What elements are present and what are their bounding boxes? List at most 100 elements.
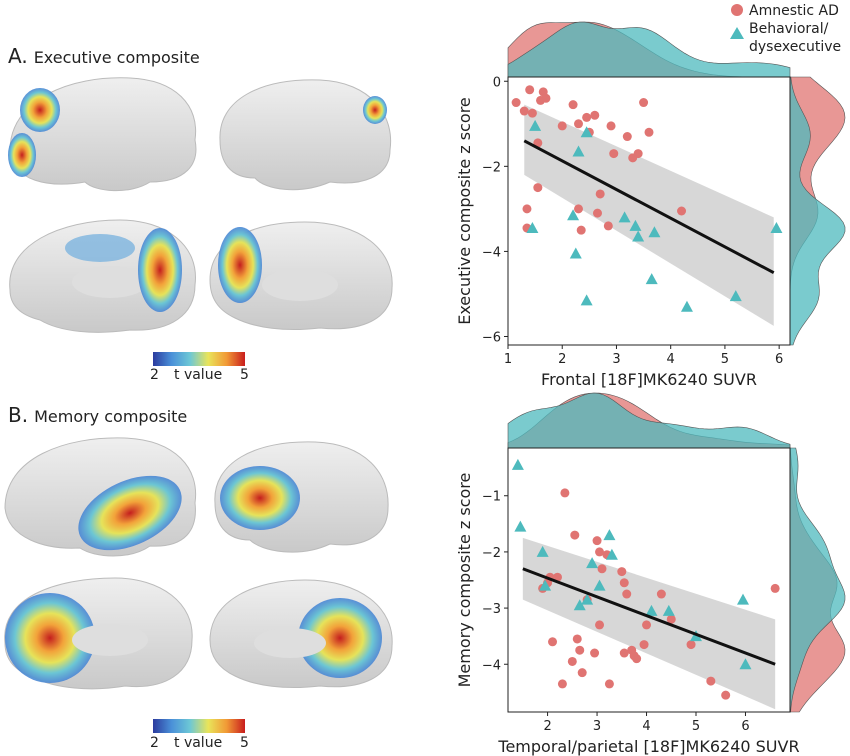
- exec-confidence-band: [524, 104, 774, 326]
- exec-point-amnestic-24: [574, 204, 583, 214]
- mem-top-density-1: [507, 392, 791, 449]
- mem-point-amnestic-22: [619, 648, 629, 658]
- mem-point-behavioral-13: [737, 593, 749, 605]
- mem-y-tick-label-2: −3: [482, 602, 501, 617]
- mem-regression-line: [522, 567, 776, 666]
- exec-point-amnestic-9: [568, 100, 578, 110]
- mem-point-behavioral-0: [511, 458, 524, 470]
- exec-point-amnestic-11: [582, 112, 592, 122]
- exec-point-amnestic-18: [633, 149, 643, 159]
- exec-point-amnestic-20: [644, 127, 654, 137]
- exec-point-behavioral-8: [632, 230, 645, 242]
- legend-triangle-marker: [730, 27, 744, 39]
- mem-point-behavioral-8: [603, 529, 616, 541]
- mem-point-amnestic-7: [572, 634, 582, 644]
- exec-regression-line: [523, 139, 775, 275]
- panel-b-label: B. Memory composite: [8, 403, 187, 427]
- panel-a-label: A. Executive composite: [8, 44, 200, 68]
- exec-point-amnestic-27: [595, 189, 605, 199]
- mem-point-amnestic-31: [706, 676, 716, 686]
- legend-item-behavioral-line2: dysexecutive: [749, 39, 841, 55]
- exec-y-tick-label-0: 0: [493, 75, 501, 90]
- mem-x-tick-label-1: 3: [593, 719, 601, 734]
- legend: Amnestic AD Behavioral/ dysexecutive: [730, 3, 841, 55]
- mem-point-behavioral-11: [662, 604, 675, 616]
- mem-point-amnestic-19: [617, 567, 627, 577]
- brain-lateral-right: [219, 79, 392, 191]
- exec-point-behavioral-4: [567, 209, 580, 221]
- exec-point-amnestic-8: [557, 121, 567, 131]
- mem-point-amnestic-9: [567, 656, 577, 666]
- exec-point-amnestic-15: [609, 149, 619, 159]
- panel-a-title: Executive composite: [33, 48, 200, 67]
- legend-circle-marker: [731, 4, 743, 16]
- exec-point-behavioral-6: [618, 211, 631, 223]
- panel-b-title: Memory composite: [34, 407, 188, 426]
- colorbar-b-label: t value: [174, 735, 223, 751]
- mem-point-behavioral-2: [536, 545, 549, 557]
- mem-point-amnestic-29: [666, 614, 676, 624]
- exec-point-amnestic-3: [527, 108, 537, 118]
- mem-y-tick-label-3: −4: [482, 658, 501, 673]
- mem-point-behavioral-1: [514, 520, 527, 532]
- mem-point-behavioral-14: [739, 658, 752, 670]
- brain-maps-executive: [8, 77, 393, 333]
- mem-point-amnestic-20: [619, 578, 629, 588]
- exec-point-behavioral-12: [680, 300, 693, 312]
- mem-point-amnestic-14: [595, 547, 605, 557]
- colorbar-b-min: 2: [150, 735, 159, 751]
- exec-point-amnestic-7: [541, 93, 551, 103]
- exec-x-tick-label-1: 2: [558, 352, 566, 367]
- mem-point-amnestic-8: [575, 645, 585, 655]
- exec-point-behavioral-1: [526, 222, 539, 234]
- mem-point-behavioral-9: [605, 548, 618, 560]
- exec-x-tick-label-3: 4: [667, 352, 675, 367]
- mem-point-amnestic-26: [639, 640, 649, 650]
- exec-point-behavioral-9: [648, 226, 661, 238]
- panel-b-letter: B.: [8, 403, 29, 427]
- panel-a-letter: A.: [8, 44, 28, 68]
- mem-x-tick-label-2: 4: [642, 719, 650, 734]
- mem-point-amnestic-18: [604, 679, 614, 689]
- exec-point-amnestic-19: [639, 98, 649, 108]
- exec-point-behavioral-3: [580, 126, 593, 138]
- mem-point-amnestic-12: [590, 648, 600, 658]
- exec-point-behavioral-13: [729, 290, 742, 302]
- exec-point-amnestic-21: [533, 183, 543, 193]
- exec-point-amnestic-28: [603, 221, 613, 231]
- mem-point-amnestic-30: [686, 640, 696, 650]
- mem-point-amnestic-28: [656, 589, 666, 599]
- mem-point-amnestic-21: [622, 589, 632, 599]
- exec-x-tick-label-4: 5: [721, 352, 729, 367]
- exec-right-density-1: [789, 76, 846, 346]
- mem-y-axis-label: Memory composite z score: [455, 473, 474, 688]
- exec-point-amnestic-0: [511, 98, 521, 108]
- colorbar-a-max: 5: [240, 367, 249, 383]
- exec-y-tick-label-1: −2: [482, 160, 501, 175]
- colorbar-b-max: 5: [240, 735, 249, 751]
- exec-point-amnestic-2: [525, 85, 535, 95]
- mem-point-behavioral-5: [581, 593, 594, 605]
- legend-item-behavioral-line1: Behavioral/: [749, 21, 829, 37]
- mem-point-amnestic-5: [560, 488, 570, 498]
- mem-point-amnestic-16: [597, 564, 607, 574]
- exec-point-behavioral-7: [629, 219, 642, 231]
- mem-x-tick-label-4: 6: [741, 719, 749, 734]
- exec-point-amnestic-14: [606, 121, 616, 131]
- exec-point-amnestic-10: [574, 119, 583, 129]
- mem-point-amnestic-34: [557, 679, 567, 689]
- exec-x-tick-label-0: 1: [504, 352, 512, 367]
- exec-y-tick-label-3: −6: [482, 330, 501, 345]
- mem-point-amnestic-33: [770, 583, 780, 593]
- mem-point-amnestic-2: [548, 637, 558, 647]
- brain-maps-memory: [4, 437, 393, 690]
- exec-point-amnestic-29: [677, 206, 687, 216]
- mem-point-behavioral-10: [645, 604, 658, 616]
- exec-point-behavioral-5: [569, 247, 582, 259]
- exec-point-amnestic-26: [592, 208, 602, 218]
- mem-point-amnestic-25: [632, 654, 642, 664]
- mem-point-amnestic-27: [642, 620, 652, 630]
- colorbar-a: [153, 352, 245, 366]
- mem-x-axis-label: Temporal/parietal [18F]MK6240 SUVR: [497, 737, 799, 756]
